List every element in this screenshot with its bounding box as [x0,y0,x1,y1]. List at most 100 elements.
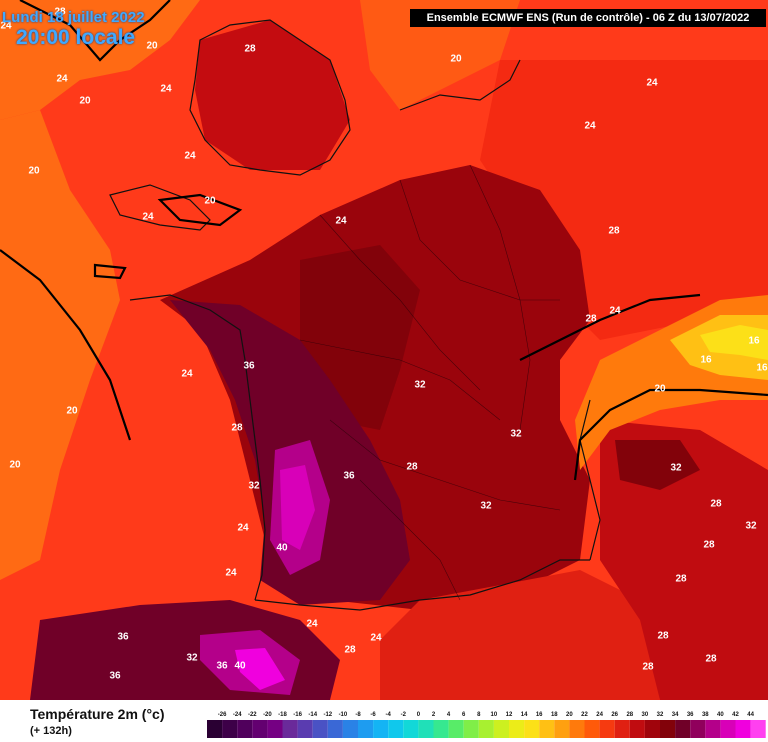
map-value-label: 24 [181,369,193,380]
legend-tick: -14 [308,712,317,718]
legend-swatch [478,720,494,738]
zone-alps-lightyellow [700,325,768,360]
legend-swatch [493,720,509,738]
legend-swatch [705,720,721,738]
legend-tick: 40 [717,712,724,718]
legend-swatch [569,720,585,738]
map-value-label: 24 [142,212,154,223]
legend-tick: 6 [462,712,466,718]
legend-swatch [222,720,238,738]
legend-swatch [403,720,419,738]
legend-tick: -18 [278,712,287,718]
legend-tick: -4 [386,712,392,718]
zone-italy-core [615,440,700,490]
map-value-label: 20 [9,460,21,471]
map-value-label: 28 [642,662,654,673]
map-value-label: 28 [703,540,715,551]
legend-subtitle: (+ 132h) [30,725,72,737]
legend-swatch [463,720,479,738]
map-value-label: 28 [585,314,597,325]
legend-swatch [644,720,660,738]
legend-tick: -24 [233,712,242,718]
map-value-label: 24 [609,306,621,317]
legend-tick-labels: -26 -24 -22 -20 -18 -16 -14 -12 -10 -8 -6 -4 -2 0 2 4 6 8… [218,712,755,718]
map-value-label: 36 [216,661,228,672]
legend-swatch [690,720,706,738]
legend-tick: 4 [447,712,451,718]
map-value-label: 24 [0,21,12,32]
coastlines [109,19,601,611]
map-value-label: 32 [414,380,426,391]
legend-swatch [660,720,676,738]
legend-swatch [237,720,253,738]
legend-swatch [373,720,389,738]
borders [299,164,561,601]
map-value-label: 32 [670,463,682,474]
legend-tick: -12 [323,712,332,718]
map-value-label: 24 [646,78,658,89]
legend-tick: 2 [432,712,436,718]
map-value-label: 24 [160,84,172,95]
map-value-label: 16 [756,363,768,374]
legend-swatch [312,720,328,738]
map-value-label: 24 [370,633,382,644]
legend-swatch [252,720,268,738]
temperature-map: 28 24 20 28 24 20 24 20 24 20 20 24 24 24 28 24 28 24 20 16… [0,0,768,700]
legend-tick: 16 [536,712,543,718]
map-value-label: 16 [700,355,712,366]
legend-tick: 24 [596,712,603,718]
map-value-label: 28 [344,645,356,656]
map-value-label: 28 [705,654,717,665]
map-value-label: 36 [343,471,355,482]
legend-tick: 0 [417,712,421,718]
legend-tick: 12 [506,712,513,718]
legend-tick: -10 [339,712,348,718]
map-value-label: 20 [28,166,40,177]
map-value-label: 28 [608,226,620,237]
title-block: Lundi 18 juillet 2022 20:00 locale [2,10,145,50]
legend-swatch [675,720,691,738]
map-value-label: 20 [204,196,216,207]
map-value-label: 20 [450,54,462,65]
legend-tick: 32 [657,712,664,718]
map-value-label: 16 [748,336,760,347]
map-value-labels: 28 24 20 28 24 20 24 20 24 20 20 24 24 24 28 24 28 24 20 16… [0,7,768,682]
color-legend: Température 2m (°c) (+ 132h) -26 -24 -22 -2… [0,700,768,742]
legend-swatch [735,720,751,738]
zone-iberia-pink [235,648,285,690]
legend-tick: 22 [581,712,588,718]
legend-swatch [388,720,404,738]
legend-swatch [418,720,434,738]
legend-swatch [524,720,540,738]
legend-swatch [584,720,600,738]
legend-swatch [282,720,298,738]
map-value-label: 36 [109,671,121,682]
legend-swatch [448,720,464,738]
map-value-label: 32 [510,429,522,440]
map-value-label: 28 [406,462,418,473]
legend-tick: 36 [687,712,694,718]
map-value-label: 36 [243,361,255,372]
legend-tick: 10 [491,712,498,718]
legend-swatch [267,720,283,738]
forecast-time: 20:00 locale [16,26,136,49]
legend-tick: 20 [566,712,573,718]
legend-swatch [509,720,525,738]
map-value-label: 28 [244,44,256,55]
map-value-label: 40 [234,661,246,672]
legend-title: Température 2m (°c) [30,706,165,722]
legend-swatch [207,720,223,738]
map-value-label: 24 [237,523,249,534]
legend-swatch [358,720,374,738]
map-value-label: 24 [306,619,318,630]
legend-tick: -20 [263,712,272,718]
legend-scale: -26 -24 -22 -20 -18 -16 -14 -12 -10 -8 -6 -4 -2 0 2 4 6 8… [207,712,766,738]
isotherms [0,0,768,481]
legend-tick: -6 [370,712,376,718]
legend-swatch [599,720,615,738]
legend-swatch [539,720,555,738]
map-value-label: 24 [335,216,347,227]
map-value-label: 28 [710,499,722,510]
legend-tick: 26 [611,712,618,718]
